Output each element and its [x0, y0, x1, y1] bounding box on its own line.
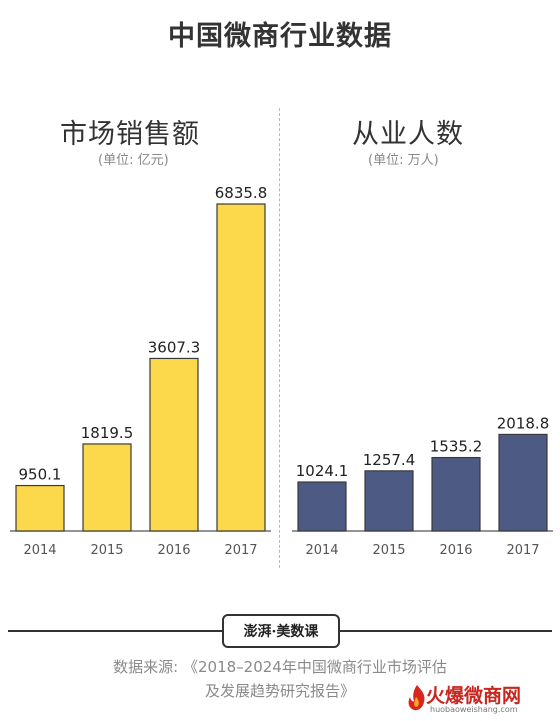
staff-bar — [498, 433, 548, 532]
charts-canvas: 950.1 2014 1819.5 2015 3607.3 2016 6835.8 2017 1… — [10, 184, 553, 558]
left-panel-unit: (单位: 亿元) — [98, 153, 169, 168]
data-source: 数据来源: 《2018–2024年中国微商行业市场评估 及发展趋势研究报告》 — [0, 655, 560, 703]
staff-bar — [297, 481, 347, 532]
flame-logo-icon — [408, 685, 425, 711]
staff-value-label: 2018.8 — [497, 414, 550, 432]
publisher-logo: 澎湃·美数课 — [222, 614, 340, 648]
staff-tick-label: 2015 — [372, 543, 405, 558]
publisher-logo-text: 澎湃·美数课 — [243, 624, 319, 640]
sales-tick-label: 2015 — [90, 543, 123, 558]
staff-tick-label: 2017 — [506, 543, 539, 558]
right-panel-unit: (单位: 万人) — [368, 153, 439, 168]
watermark-text: 火爆微商网 — [426, 685, 522, 707]
sales-tick-label: 2014 — [23, 543, 56, 558]
sales-tick-label: 2016 — [157, 543, 190, 558]
sales-bar — [216, 203, 266, 532]
staff-tick-label: 2014 — [305, 543, 338, 558]
sales-value-label: 3607.3 — [148, 338, 201, 356]
sales-bar — [15, 484, 65, 532]
sales-tick-label: 2017 — [224, 543, 257, 558]
panel-divider — [279, 108, 280, 568]
left-panel-title: 市场销售额 — [60, 119, 200, 150]
watermark-url: huobaoweishang.com — [430, 705, 518, 714]
sales-bar — [82, 443, 132, 532]
sales-value-label: 6835.8 — [215, 184, 268, 202]
staff-bar — [364, 470, 414, 532]
page-title: 中国微商行业数据 — [168, 21, 392, 52]
source-line-1: 数据来源: 《2018–2024年中国微商行业市场评估 — [113, 658, 447, 676]
staff-value-label: 1024.1 — [296, 462, 349, 480]
sales-value-label: 1819.5 — [81, 424, 134, 442]
staff-value-label: 1535.2 — [430, 438, 483, 456]
source-line-2: 及发展趋势研究报告》 — [204, 682, 355, 700]
right-panel-title: 从业人数 — [352, 119, 464, 150]
sales-bar — [149, 357, 199, 532]
sales-value-label: 950.1 — [19, 466, 62, 484]
staff-value-label: 1257.4 — [363, 451, 416, 469]
watermark: 火爆微商网 huobaoweishang.com — [404, 681, 554, 717]
staff-bar — [431, 456, 481, 532]
staff-tick-label: 2016 — [439, 543, 472, 558]
